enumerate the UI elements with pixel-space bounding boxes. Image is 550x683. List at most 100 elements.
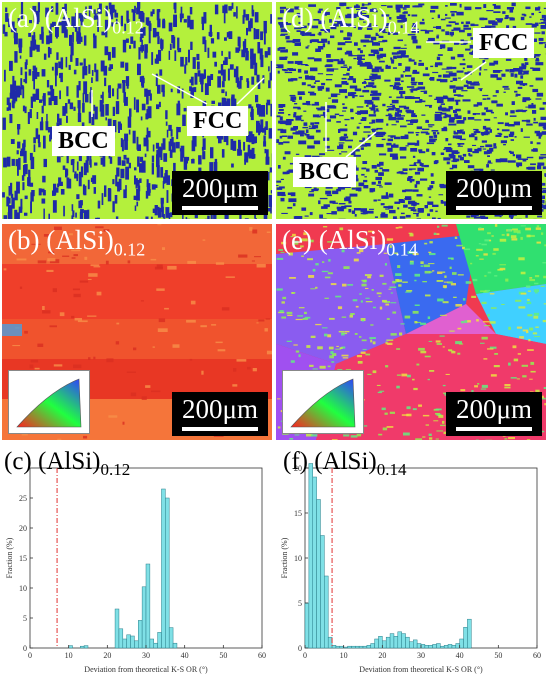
- scale-bar-a: 200μm: [172, 170, 268, 215]
- fcc-label-a: FCC: [187, 106, 249, 137]
- hist-f-bar: [370, 643, 375, 649]
- hist-c-bar: [118, 628, 124, 649]
- hist-f-bar: [312, 476, 317, 649]
- hist-f-bar: [447, 644, 453, 649]
- hist-c-bar: [149, 638, 154, 649]
- hist-c-bar: [165, 497, 170, 649]
- scale-bar-d: 200μm: [446, 170, 542, 215]
- arrows-d: [325, 41, 487, 158]
- hist-f-x-tick-label: 60: [533, 651, 541, 660]
- hist-f-bar: [459, 638, 464, 649]
- arrows-a: [91, 73, 265, 117]
- bcc-label-d: BCC: [293, 157, 356, 188]
- hist-c-bar: [80, 645, 85, 649]
- panel-d-phase-map: (d) (AlSi)0.14 FCC BCC 200μm: [276, 2, 546, 219]
- hist-c-bar: [83, 645, 89, 649]
- hist-f-x-tick-label: 10: [340, 651, 348, 660]
- hist-f-bar: [358, 645, 364, 649]
- histogram-c: 0 10 20 30 40 50 60 0 5 10 15 20 25 Deviation from th…: [0, 448, 275, 683]
- hist-c-x-tick-label: 50: [219, 651, 227, 660]
- scale-bar-e: 200μm: [446, 391, 542, 436]
- histogram-c-label: (c) (AlSi)0.12: [4, 448, 131, 479]
- hist-c-bar: [172, 642, 178, 649]
- hist-f-bar: [385, 636, 391, 649]
- hist-f-x-tick-label: 50: [494, 651, 502, 660]
- ipf-color-key-b: [8, 370, 90, 434]
- hist-f-bar: [339, 645, 344, 649]
- histogram-c-svg: 0 10 20 30 40 50 60 0 5 10 15 20 25 Deviation from th…: [5, 467, 266, 674]
- hist-f-bar: [451, 645, 457, 649]
- hist-f-y-tick-label: 5: [298, 599, 302, 608]
- hist-c-bar: [168, 627, 174, 649]
- hist-c-y-tick-label: 0: [23, 644, 27, 653]
- hist-f-bar: [320, 535, 325, 649]
- panel-b-ipf-map: (b) (AlSi)0.12 200μm: [2, 224, 272, 440]
- hist-c-bar: [145, 563, 151, 649]
- hist-f-y-tick-label: 0: [298, 644, 302, 653]
- hist-c-y-tick-label: 10: [19, 584, 27, 593]
- hist-f-bar: [413, 639, 418, 649]
- hist-f-bar: [382, 640, 387, 649]
- hist-f-bar: [304, 602, 310, 649]
- fcc-label-d: FCC: [473, 28, 535, 59]
- hist-c-bar: [134, 640, 139, 649]
- bcc-label-a: BCC: [52, 126, 115, 157]
- hist-f-bar: [316, 499, 321, 649]
- hist-f-bar: [405, 636, 410, 649]
- hist-c-x-axis-title: Deviation from theoretical K-S OR (°): [84, 665, 208, 674]
- hist-f-bar: [335, 645, 341, 649]
- hist-c-bar: [114, 608, 120, 649]
- hist-f-bar: [378, 636, 383, 649]
- hist-f-bar: [355, 645, 360, 649]
- hist-c-x-tick-label: 0: [28, 651, 32, 660]
- hist-f-bar: [362, 645, 368, 649]
- hist-c-y-tick-label: 5: [23, 614, 27, 623]
- ipf-color-key-e: [282, 370, 364, 434]
- hist-c-x-tick-label: 60: [258, 651, 266, 660]
- histogram-f-svg: 0 10 20 30 40 50 60 0 5 10 15 20 Deviation from theo…: [280, 463, 541, 674]
- hist-f-x-tick-label: 40: [456, 651, 464, 660]
- hist-c-y-tick-label: 25: [19, 494, 27, 503]
- hist-c-x-tick-label: 20: [103, 651, 111, 660]
- hist-f-bar: [424, 645, 429, 649]
- hist-c-bar: [68, 645, 73, 649]
- hist-f-bar: [443, 645, 449, 649]
- hist-f-y-tick-label: 10: [294, 554, 302, 563]
- hist-f-bar: [347, 645, 352, 649]
- hist-c-y-axis-title: Fraction (%): [5, 537, 14, 578]
- hist-f-bar: [455, 643, 460, 649]
- hist-f-bar: [436, 643, 441, 649]
- hist-c-bar: [130, 635, 135, 649]
- histogram-f-label: (f) (AlSi)0.14: [283, 448, 407, 479]
- hist-c-bar: [122, 638, 127, 649]
- hist-c-y-tick-label: 15: [19, 554, 27, 563]
- hist-f-bar: [463, 627, 468, 649]
- hist-c-bar: [157, 632, 162, 649]
- hist-c-bar: [153, 642, 158, 649]
- hist-f-bar: [467, 618, 472, 649]
- hist-f-x-tick-label: 0: [303, 651, 307, 660]
- hist-f-x-axis-title: Deviation from theoretical K-S OR (°): [359, 665, 483, 674]
- hist-f-bar: [374, 638, 379, 649]
- panel-b-label: (b) (AlSi)0.12: [8, 225, 146, 260]
- hist-f-bar: [420, 644, 426, 649]
- hist-c-y-tick-label: 20: [19, 524, 27, 533]
- panel-a-label: (a) (AlSi)0.12: [8, 3, 144, 38]
- hist-f-bar: [432, 644, 437, 649]
- hist-f-y-axis-title: Fraction (%): [280, 537, 289, 578]
- hist-f-plot-frame: [304, 467, 538, 649]
- hist-f-bar: [327, 636, 333, 649]
- hist-f-bar: [389, 633, 395, 649]
- hist-f-bar: [366, 645, 371, 649]
- histogram-f: 0 10 20 30 40 50 60 0 5 10 15 20 Deviation from theo…: [275, 448, 550, 683]
- hist-f-x-tick-label: 20: [378, 651, 386, 660]
- hist-c-x-tick-label: 30: [142, 651, 150, 660]
- hist-f-bar: [343, 646, 348, 649]
- hist-f-bar: [409, 641, 414, 649]
- hist-c-x-tick-label: 40: [181, 651, 189, 660]
- hist-f-y-tick-label: 15: [294, 509, 302, 518]
- hist-f-bar: [393, 636, 399, 649]
- panel-d-label: (d) (AlSi)0.14: [282, 3, 420, 38]
- hist-f-bar: [351, 645, 356, 649]
- hist-f-bar: [397, 631, 402, 649]
